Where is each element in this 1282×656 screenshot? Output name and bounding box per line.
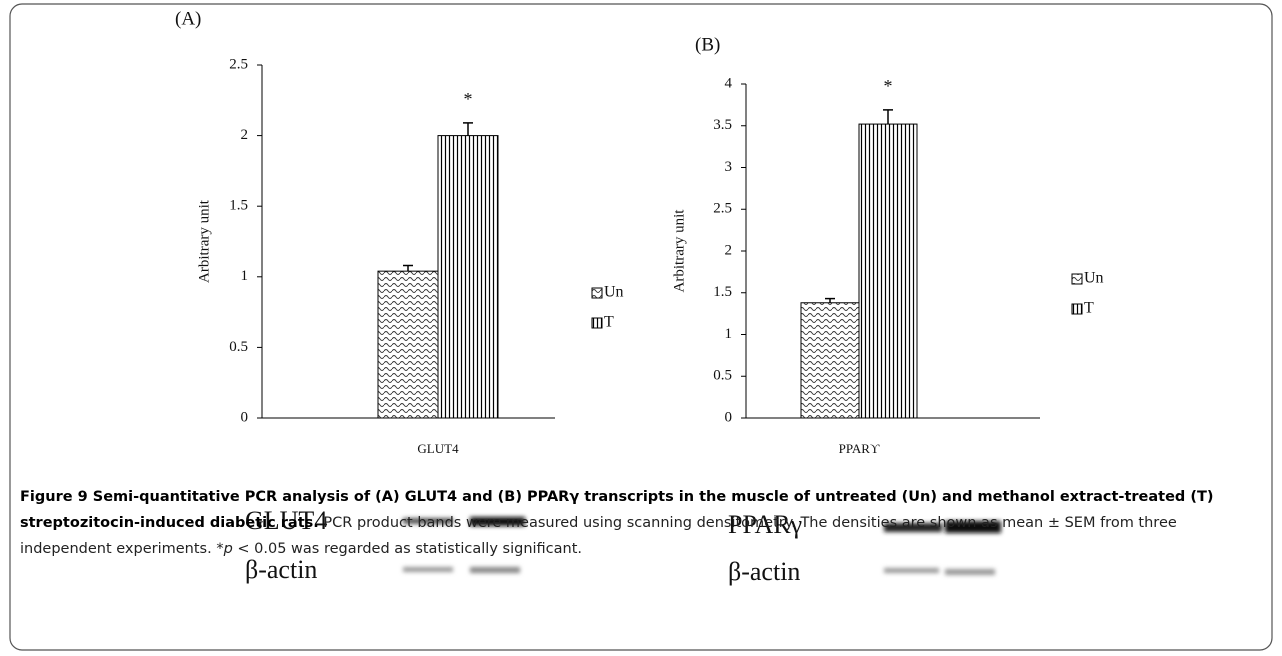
y-tick-label: 3 (725, 159, 733, 175)
y-tick-label: 0 (725, 409, 733, 425)
legend-swatch (1072, 304, 1082, 314)
y-tick-label: 3.5 (713, 117, 732, 133)
significance-mark: * (884, 76, 893, 96)
legend-label: Un (1084, 270, 1104, 287)
y-tick-label: 2.5 (713, 201, 732, 217)
y-axis-label: Arbitrary unit (671, 209, 687, 293)
caption: Figure 9 Semi-quantitative PCR analysis … (20, 484, 1262, 562)
y-tick-label: 0 (241, 409, 249, 425)
y-tick-label: 0.5 (713, 368, 732, 384)
y-tick-label: 1 (241, 268, 249, 284)
y-tick-label: 4 (725, 75, 733, 91)
y-tick-label: 2 (241, 127, 249, 143)
y-tick-label: 1.5 (229, 198, 248, 214)
caption-italic: p (224, 541, 233, 557)
legend-label: Un (604, 284, 624, 301)
legend-label: T (604, 314, 614, 331)
bar (801, 303, 859, 418)
page: {"chart_data": [ {"type": "bar", "panel_… (0, 0, 1282, 656)
significance-mark: * (464, 89, 473, 109)
panel-label: (A) (175, 8, 201, 29)
bar (859, 124, 917, 418)
bar (438, 136, 498, 418)
legend-swatch (1072, 274, 1082, 284)
y-tick-label: 0.5 (229, 339, 248, 355)
y-tick-label: 1 (725, 326, 733, 342)
x-tick-label: PPARϒ (839, 441, 880, 456)
y-tick-label: 2.5 (229, 56, 248, 72)
legend-swatch (592, 288, 602, 298)
caption-text-end: < 0.05 was regarded as statistically sig… (233, 541, 582, 557)
panel-label: (B) (695, 34, 720, 55)
y-tick-label: 2 (725, 242, 733, 258)
bar (378, 271, 438, 418)
y-tick-label: 1.5 (713, 284, 732, 300)
y-axis-label: Arbitrary unit (196, 199, 212, 283)
x-tick-label: GLUT4 (417, 441, 459, 456)
legend-swatch (592, 318, 602, 328)
legend-label: T (1084, 300, 1094, 317)
